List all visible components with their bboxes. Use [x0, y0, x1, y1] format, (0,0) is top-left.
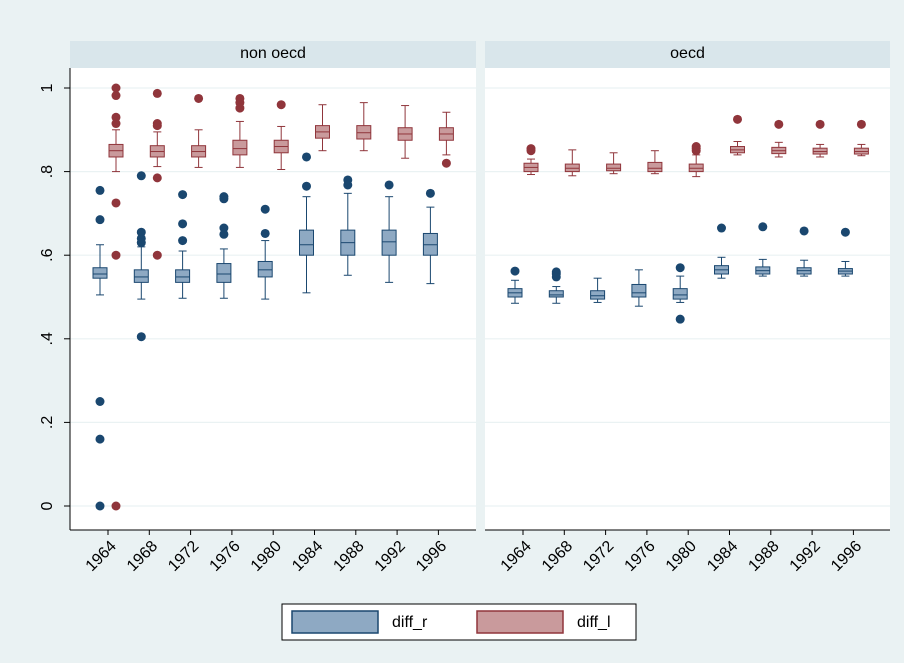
outlier — [111, 501, 121, 511]
box — [133, 269, 149, 283]
box — [672, 288, 688, 300]
outlier — [384, 180, 394, 190]
y-tick-label: .8 — [39, 165, 56, 178]
outlier — [733, 114, 742, 124]
outlier — [111, 250, 121, 260]
panel-title: non oecd — [240, 45, 306, 62]
outlier — [111, 198, 121, 208]
outlier — [758, 222, 768, 232]
outlier — [95, 397, 105, 406]
y-tick-label: .2 — [39, 416, 56, 429]
legend-label: diff_r — [392, 614, 428, 631]
y-tick-label: 1 — [39, 83, 56, 92]
box — [175, 269, 191, 283]
outlier — [219, 194, 229, 204]
outlier — [194, 93, 204, 103]
box — [299, 229, 314, 256]
outlier — [302, 152, 311, 162]
box — [606, 163, 622, 172]
outlier — [260, 228, 270, 238]
outlier — [111, 83, 121, 93]
outlier — [717, 223, 726, 233]
outlier — [774, 119, 784, 129]
outlier — [856, 119, 866, 129]
outlier — [111, 91, 121, 101]
outlier — [136, 332, 146, 342]
outlier — [510, 266, 520, 276]
legend-key — [291, 610, 379, 634]
outlier — [178, 236, 188, 246]
outlier — [178, 219, 188, 229]
outlier — [136, 238, 146, 248]
outlier — [95, 215, 105, 225]
legend-label: diff_l — [577, 614, 611, 631]
outlier — [152, 121, 162, 131]
outlier — [219, 229, 229, 239]
outlier — [343, 180, 353, 190]
outlier — [136, 171, 146, 181]
outlier — [152, 173, 162, 183]
outlier — [526, 146, 536, 156]
outlier — [302, 181, 311, 191]
outlier — [95, 434, 105, 444]
panel-title: oecd — [670, 45, 705, 62]
outlier — [675, 314, 685, 324]
outlier — [691, 146, 701, 156]
outlier — [178, 190, 188, 200]
legend-key — [476, 610, 564, 634]
outlier — [152, 88, 162, 98]
box — [631, 283, 647, 298]
outlier — [111, 119, 121, 129]
box — [381, 229, 397, 256]
panel-header — [70, 41, 476, 68]
outlier — [235, 103, 245, 113]
box — [647, 161, 663, 173]
outlier — [441, 158, 451, 168]
y-tick-label: .4 — [39, 332, 56, 345]
outlier — [260, 204, 270, 214]
outlier — [276, 100, 286, 110]
box — [257, 260, 273, 278]
outlier — [675, 263, 685, 273]
box — [590, 290, 606, 300]
box — [92, 267, 108, 279]
outlier — [111, 112, 121, 122]
panel-header — [485, 41, 890, 68]
outlier — [219, 223, 229, 233]
outlier — [551, 272, 561, 282]
outlier — [840, 227, 850, 237]
outlier — [425, 188, 435, 198]
box — [548, 290, 564, 298]
outlier — [95, 501, 105, 511]
box — [232, 139, 248, 156]
y-tick-label: .6 — [39, 248, 56, 261]
outlier — [136, 227, 146, 237]
outlier — [799, 226, 809, 236]
outlier — [152, 250, 162, 260]
y-tick-label: 0 — [39, 501, 56, 510]
outlier — [95, 185, 105, 195]
legend — [281, 603, 637, 641]
outlier — [815, 119, 825, 129]
plot-area — [70, 68, 476, 530]
box — [216, 263, 232, 283]
